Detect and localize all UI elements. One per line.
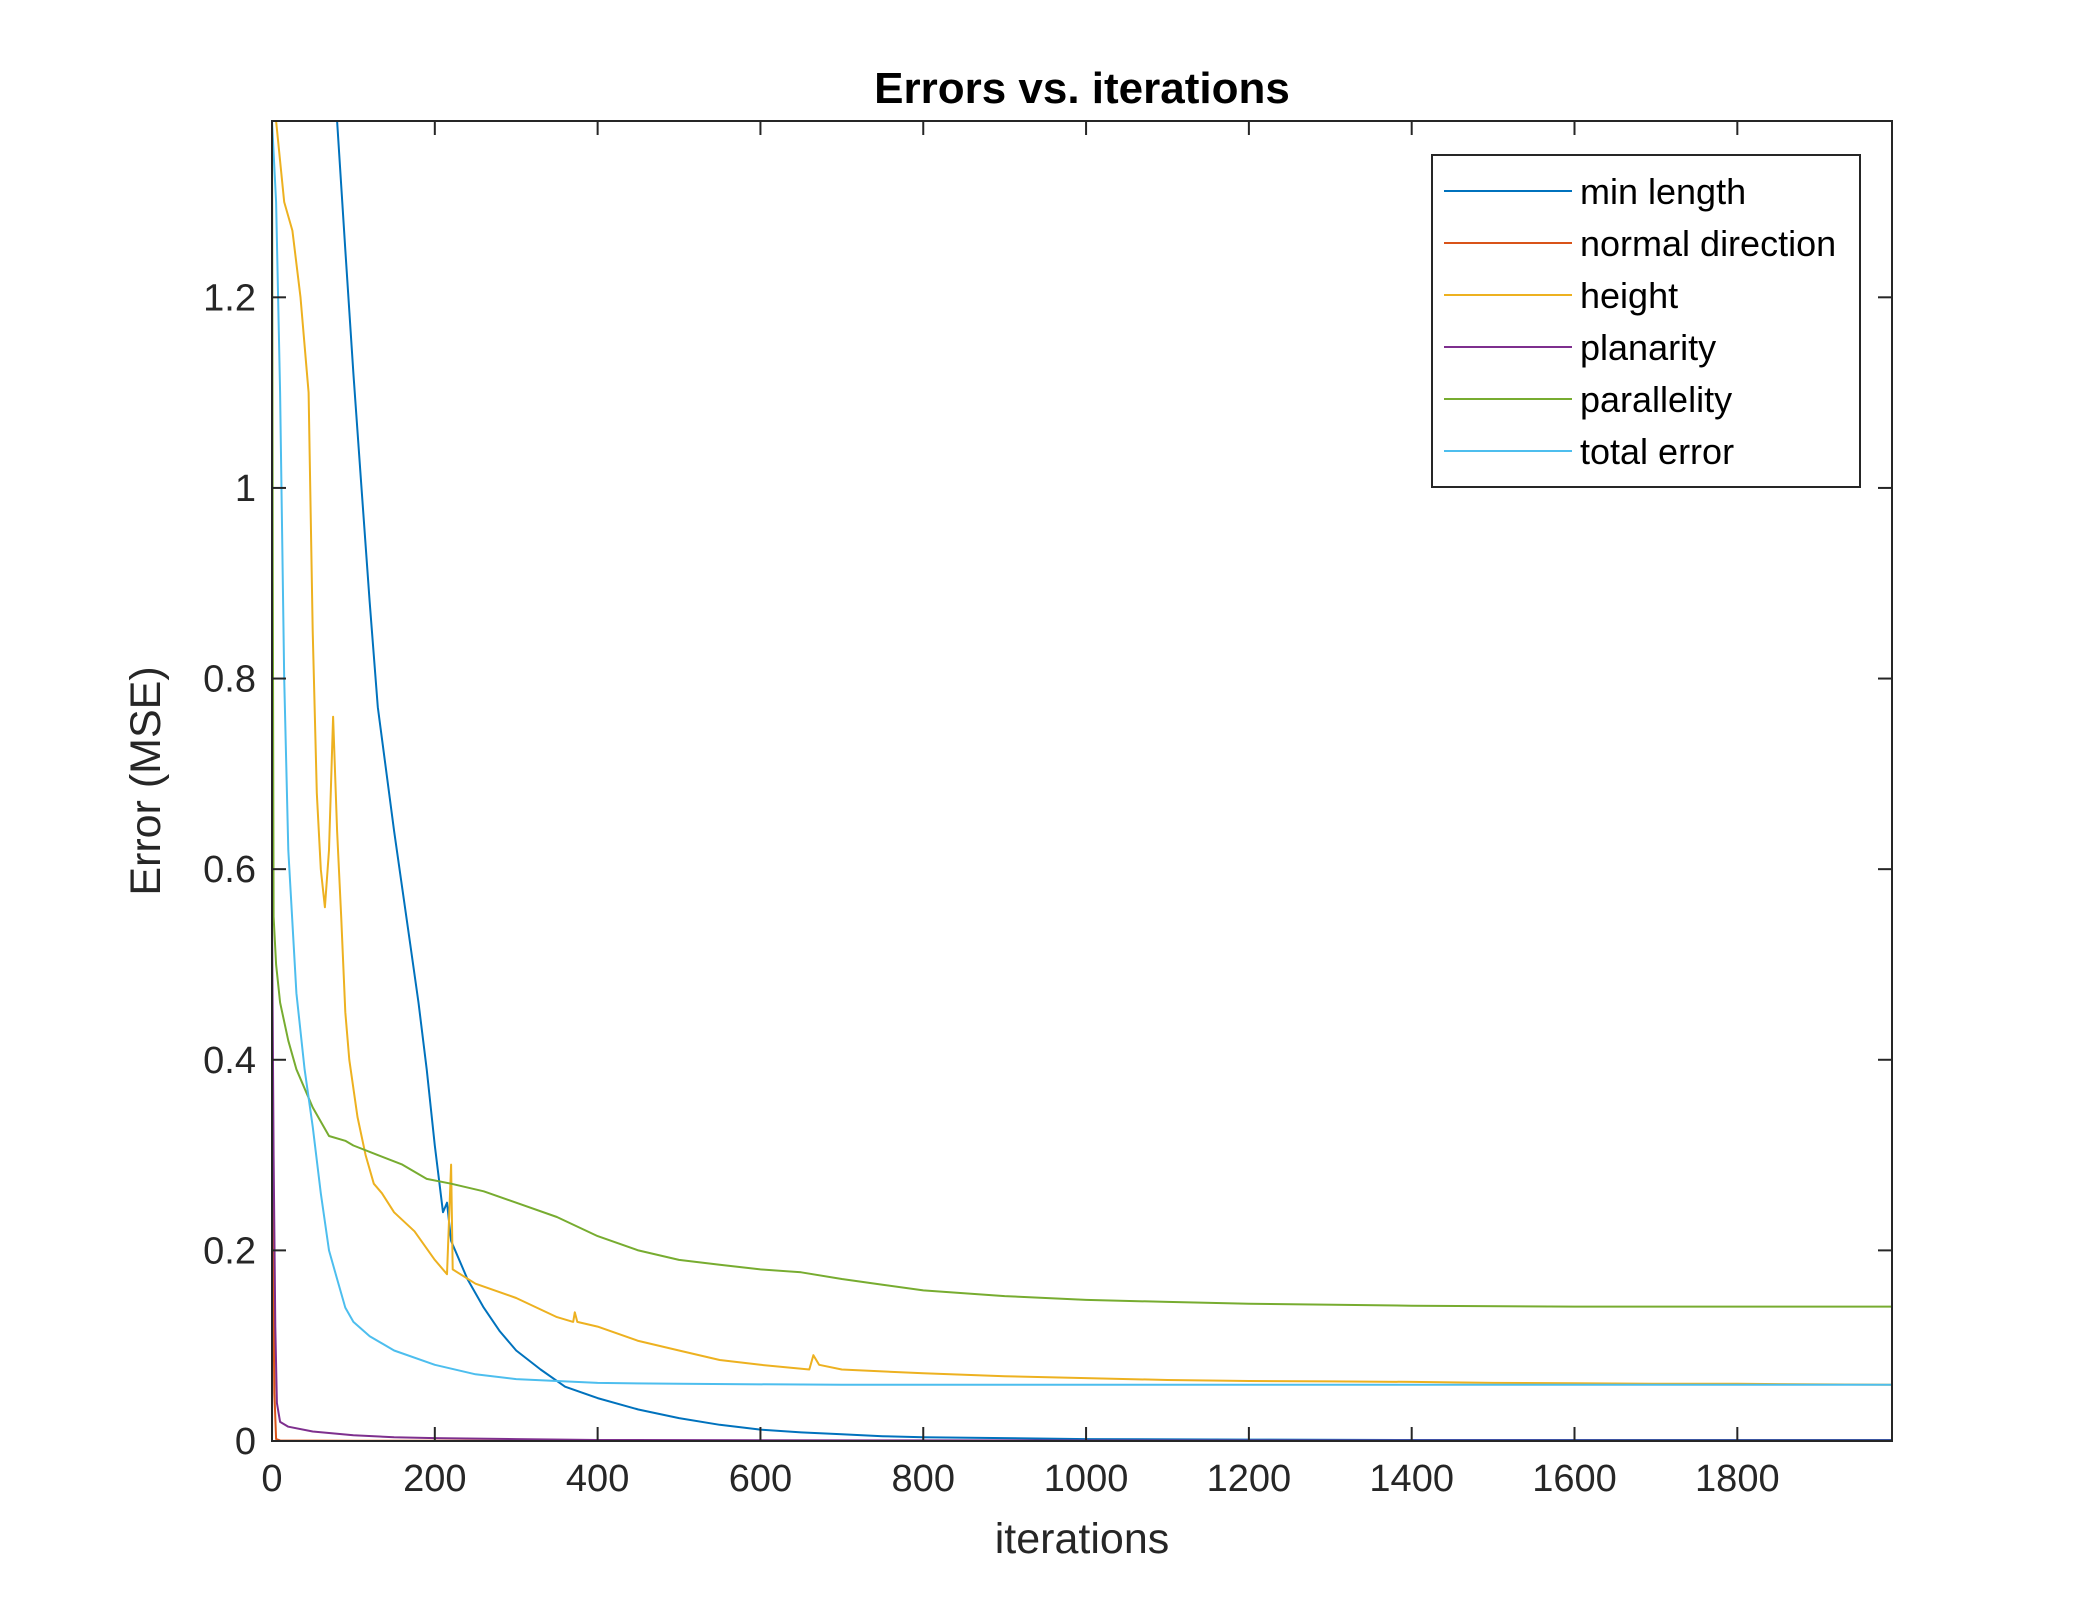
legend-label: planarity xyxy=(1580,327,1716,368)
y-tick-label: 0.6 xyxy=(203,849,256,891)
plot-box xyxy=(271,120,1893,1442)
series-line-parallelity xyxy=(272,121,1892,1308)
x-tick-label: 600 xyxy=(729,1458,792,1500)
ticks-layer: 0 200 400 600 800 1000 1200 1400 1600 1800 0 0.2 0.4… xyxy=(203,121,1892,1500)
x-tick-label: 1800 xyxy=(1695,1458,1780,1500)
series-line-min-length xyxy=(336,121,1892,1441)
y-tick-label: 0 xyxy=(235,1421,256,1463)
y-tick-label: 0.2 xyxy=(203,1230,256,1272)
legend-label: min length xyxy=(1580,171,1746,212)
y-axis-label: Error (MSE) xyxy=(122,666,170,895)
y-tick-label: 0.8 xyxy=(203,659,256,701)
series-line-height xyxy=(275,121,1892,1386)
x-tick-label: 800 xyxy=(892,1458,955,1500)
legend-label: parallelity xyxy=(1580,379,1732,420)
series-line-total-error xyxy=(272,121,1892,1386)
x-tick-label: 1600 xyxy=(1532,1458,1617,1500)
legend-label: normal direction xyxy=(1580,223,1836,264)
x-tick-label: 1400 xyxy=(1369,1458,1454,1500)
y-tick-label: 1 xyxy=(235,468,256,510)
chart-title: Errors vs. iterations xyxy=(874,64,1290,113)
legend: min length normal direction height planarit… xyxy=(1431,154,1861,488)
x-axis-label: iterations xyxy=(995,1515,1169,1563)
x-tick-label: 1200 xyxy=(1207,1458,1292,1500)
y-tick-label: 0.4 xyxy=(203,1040,256,1082)
legend-label: height xyxy=(1580,275,1678,316)
legend-label: total error xyxy=(1580,431,1734,472)
y-tick-label: 1.2 xyxy=(203,277,256,319)
x-tick-label: 1000 xyxy=(1044,1458,1129,1500)
x-tick-label: 400 xyxy=(566,1458,629,1500)
legend-box xyxy=(1431,154,1861,488)
x-tick-label: 200 xyxy=(403,1458,466,1500)
x-tick-label: 0 xyxy=(261,1458,282,1500)
